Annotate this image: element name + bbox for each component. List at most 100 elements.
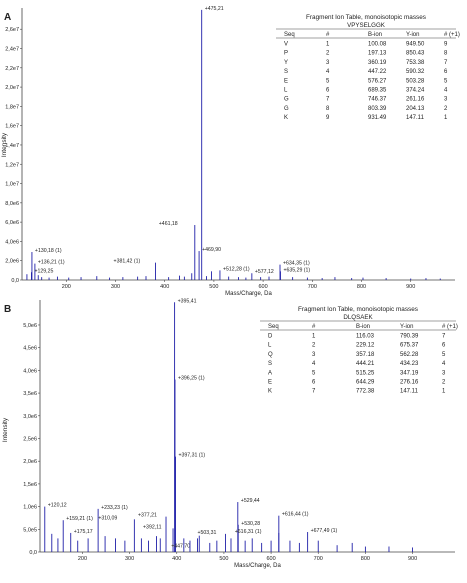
x-tick-label: 400 [172, 556, 181, 562]
x-tick-label: 700 [314, 556, 323, 562]
table-header-cell: B-ion [368, 32, 382, 38]
peak-label: +377,21 [138, 513, 157, 519]
table-cell: E [284, 78, 288, 84]
table-cell: 1 [312, 334, 316, 340]
panel-a: A Intensity 0,0 2,0e6 4,0e6 6,0e6 8,0e6 1,0e7 1,… [1, 6, 460, 297]
table-cell: 447.22 [368, 69, 387, 75]
table-cell: 4 [444, 88, 448, 94]
table-cell: E [268, 380, 272, 386]
table-cell: 7 [442, 334, 446, 340]
table-cell: 147.11 [400, 389, 419, 395]
table-cell: 562.28 [400, 352, 419, 358]
table-cell: 2 [444, 106, 448, 112]
table-cell: 949.50 [406, 42, 425, 48]
peak-label: +616,44 (1) [282, 512, 309, 518]
y-tick-label: 1,0e7 [5, 182, 19, 188]
table-cell: 7 [444, 60, 448, 66]
x-tick-label: 900 [408, 556, 417, 562]
y-tick-label: 4,5e6 [23, 346, 37, 352]
table-cell: 3 [444, 97, 448, 103]
table-cell: 8 [444, 51, 448, 57]
table-header-cell: # [326, 32, 330, 38]
table-cell: 374.24 [406, 88, 425, 94]
x-axis-label: Mass/Charge, Da [234, 563, 281, 569]
y-tick-label: 2,0e7 [5, 85, 19, 91]
table-header-cell: # (+1) [442, 324, 458, 330]
peak-label: +129,25 [34, 268, 53, 274]
table-cell: 204.13 [406, 106, 425, 112]
table-cell: 675.37 [400, 343, 419, 349]
x-tick-label: 200 [62, 284, 71, 290]
table-cell: Y [284, 60, 288, 66]
table-cell: 1 [444, 115, 448, 121]
x-tick-label: 700 [308, 284, 317, 290]
table-cell: 7 [326, 97, 330, 103]
y-tick-label: 2,6e7 [5, 27, 19, 33]
y-tick-label: 1,2e7 [5, 162, 19, 168]
x-tick-label: 500 [209, 284, 218, 290]
x-tick-label: 500 [219, 556, 228, 562]
y-tick-label: 1,6e7 [5, 124, 19, 130]
y-tick-label: 2,2e7 [5, 66, 19, 72]
table-cell: 8 [326, 106, 330, 112]
peak-label: +530,28 [241, 521, 260, 527]
table-cell: L [268, 343, 272, 349]
y-tick-label: 3,5e6 [23, 391, 37, 397]
table-cell: 147.11 [406, 115, 425, 121]
table-cell: 116.03 [356, 334, 375, 340]
table-cell: 850.43 [406, 51, 425, 57]
table-cell: 3 [312, 352, 316, 358]
peak-label: +136,21 (1) [38, 260, 65, 266]
table-cell: S [284, 69, 288, 75]
peak-label: +397,31 (1) [178, 453, 205, 459]
table-cell: K [268, 389, 272, 395]
y-tick-label: 2,0e6 [23, 459, 37, 465]
table-cell: 6 [312, 380, 316, 386]
table-cell: 347.19 [400, 370, 419, 376]
table-cell: 5 [442, 352, 446, 358]
table-cell: 444.21 [356, 361, 375, 367]
table-cell: D [268, 334, 273, 340]
table-cell: 6 [444, 69, 448, 75]
peak-label: +159,21 (1) [66, 516, 93, 522]
table-cell: K [284, 115, 288, 121]
y-tick-label: 1,0e6 [23, 505, 37, 511]
peak-label: +475,21 [205, 6, 224, 12]
table-cell: 5 [444, 78, 448, 84]
table-cell: 434.23 [400, 361, 419, 367]
table-cell: 689.35 [368, 88, 387, 94]
table-cell: 6 [442, 343, 446, 349]
table-header-cell: Y-ion [400, 324, 413, 330]
y-tick-label: 5,0e5 [23, 527, 37, 533]
peak-label: +503,31 [197, 530, 216, 536]
table-cell: 3 [442, 370, 446, 376]
peak-label: +634,35 (1) [283, 261, 310, 267]
table-cell: G [284, 97, 289, 103]
table-cell: 5 [312, 370, 316, 376]
table-cell: A [268, 370, 272, 376]
table-cell: L [284, 88, 288, 94]
x-tick-label: 400 [160, 284, 169, 290]
table-title: Fragment Ion Table, monoisotopic masses [306, 14, 426, 21]
table-cell: 1 [442, 389, 446, 395]
table-cell: 576.27 [368, 78, 387, 84]
table-cell: 515.25 [356, 370, 375, 376]
y-tick-label: 3,0e6 [23, 414, 37, 420]
table-cell: G [284, 106, 289, 112]
y-axis-label: Intensity [1, 132, 8, 157]
table-cell: 276.16 [400, 380, 419, 386]
peak-label: +529,44 [241, 498, 260, 504]
table-cell: 1 [326, 42, 330, 48]
peak-label: +677,49 (1) [311, 528, 338, 534]
table-peptide: DLQSAEK [343, 314, 373, 321]
table-cell: 197.13 [368, 51, 387, 57]
y-tick-label: 8,0e6 [5, 201, 19, 207]
y-tick-label: 5,0e6 [23, 323, 37, 329]
peak-label: +381,42 (1) [114, 259, 141, 265]
x-tick-label: 600 [266, 556, 275, 562]
table-title: Fragment Ion Table, monoisotopic masses [298, 306, 418, 313]
x-tick-label: 600 [259, 284, 268, 290]
table-cell: 590.32 [406, 69, 425, 75]
y-tick-label: 1,5e6 [23, 482, 37, 488]
table-cell: 790.39 [400, 334, 419, 340]
